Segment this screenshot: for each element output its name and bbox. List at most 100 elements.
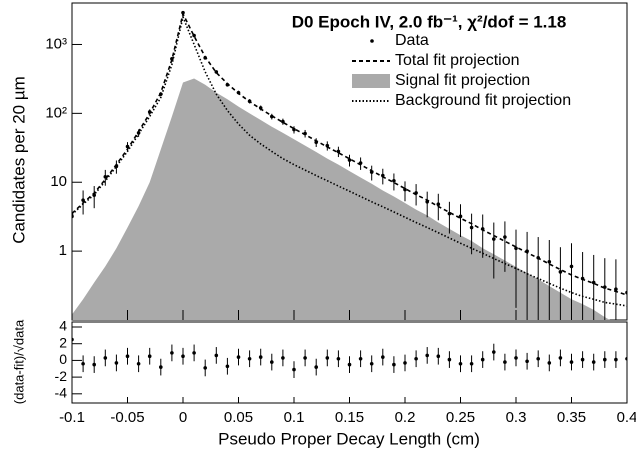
data-point — [147, 354, 152, 359]
data-point — [270, 114, 274, 119]
data-point — [170, 56, 174, 61]
data-point — [258, 355, 263, 359]
data-point — [292, 127, 296, 132]
data-point — [114, 361, 119, 365]
data-point — [614, 287, 618, 291]
data-point — [214, 353, 219, 358]
data-point — [625, 290, 627, 295]
top-plot — [72, 10, 627, 320]
data-point — [403, 361, 407, 365]
data-point — [281, 119, 285, 124]
data-point — [514, 356, 518, 360]
x-tick-label: 0.25 — [446, 409, 475, 426]
data-point — [469, 361, 474, 366]
data-point — [314, 365, 319, 369]
data-point — [558, 356, 563, 360]
data-point — [580, 357, 585, 362]
y-tick-label: 10 — [50, 173, 67, 190]
data-point — [159, 92, 163, 96]
y-tick-label: 10² — [45, 104, 67, 121]
data-point — [547, 361, 552, 365]
data-point — [458, 361, 463, 366]
data-point — [614, 357, 618, 362]
data-point — [247, 356, 252, 361]
data-point — [303, 356, 307, 360]
data-point — [358, 161, 363, 165]
data-point — [591, 360, 596, 364]
dotted-line — [72, 14, 627, 307]
data-point — [325, 143, 330, 148]
bottom-plot — [72, 331, 627, 378]
data-point — [136, 131, 141, 135]
data-point — [469, 225, 474, 230]
data-point — [503, 235, 507, 239]
data-point — [425, 199, 430, 204]
data-point — [392, 178, 396, 183]
data-point — [181, 10, 185, 15]
data-point — [281, 356, 285, 360]
data-point — [225, 364, 230, 369]
x-tick-label: -0.1 — [59, 409, 85, 426]
y-tick-label: 4 — [59, 318, 67, 334]
data-point — [214, 70, 219, 74]
data-point — [72, 214, 74, 219]
data-point — [436, 354, 441, 359]
data-point — [536, 255, 540, 260]
data-point — [325, 356, 330, 360]
data-point — [159, 365, 163, 369]
y-axis-label: Candidates per 20 µm — [9, 76, 28, 244]
data-point — [580, 276, 585, 281]
data-point — [203, 366, 207, 370]
data-point — [381, 173, 385, 178]
data-point — [514, 246, 518, 251]
data-point — [492, 350, 496, 354]
x-tick-label: 0.05 — [224, 409, 253, 426]
data-point — [381, 355, 385, 359]
data-point — [392, 362, 396, 367]
data-point — [347, 158, 352, 162]
data-point — [480, 227, 485, 231]
data-point — [292, 367, 296, 372]
data-point — [458, 214, 463, 219]
x-tick-label: 0.2 — [395, 409, 416, 426]
y-tick-label: 1 — [59, 242, 67, 259]
x-tick-label: 0.35 — [557, 409, 586, 426]
x-tick-label: -0.05 — [110, 409, 144, 426]
data-point — [369, 170, 374, 174]
data-point — [369, 361, 374, 366]
data-point — [192, 351, 196, 355]
data-point — [303, 131, 307, 136]
data-point — [525, 249, 529, 253]
data-point — [92, 362, 96, 367]
legend-label: Data — [395, 32, 429, 49]
data-point — [336, 356, 341, 361]
data-point — [170, 351, 174, 355]
data-point — [125, 354, 130, 359]
data-point — [81, 198, 85, 202]
data-point — [503, 360, 507, 364]
axes: 1 10 10² 10³ Data Total fit projection Signal … — [45, 32, 636, 426]
legend-label: Signal fit projection — [395, 72, 530, 89]
data-point — [72, 337, 74, 342]
data-point — [569, 264, 574, 269]
data-point — [436, 202, 441, 206]
data-point — [603, 285, 607, 289]
data-point — [270, 360, 274, 364]
data-point — [236, 355, 241, 359]
data-point — [136, 361, 141, 366]
data-point — [236, 90, 241, 95]
data-point — [92, 193, 96, 197]
residual-y-label: (data-fit)/√data — [11, 319, 26, 404]
y-tick-label: 0 — [59, 351, 67, 367]
data-point — [247, 99, 252, 104]
data-point — [414, 356, 418, 361]
chart-title: D0 Epoch IV, 2.0 fb⁻¹, χ²/dof = 1.18 — [292, 12, 567, 31]
legend-label: Background fit projection — [395, 92, 571, 109]
data-point — [536, 356, 540, 361]
x-axis-label: Pseudo Proper Decay Length (cm) — [218, 429, 480, 448]
y-tick-label: -4 — [55, 385, 68, 401]
data-point — [425, 353, 430, 358]
x-tick-label: 0.3 — [506, 409, 527, 426]
x-tick-label: 0.15 — [335, 409, 364, 426]
data-point — [569, 360, 574, 364]
